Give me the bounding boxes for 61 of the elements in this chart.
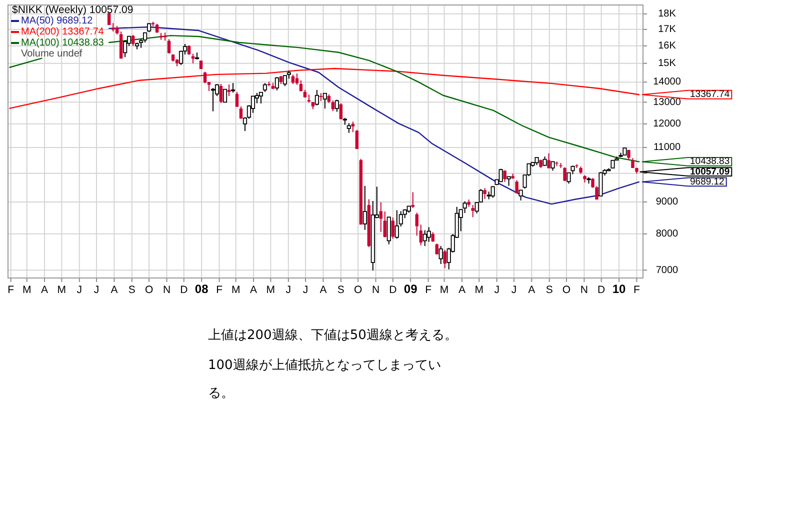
x-tick-label: J (302, 284, 308, 296)
annotation: 9689.12 (690, 176, 724, 188)
x-tick-label: J (511, 284, 517, 296)
x-tick-label: M (22, 284, 32, 296)
y-tick-label: 15K (658, 58, 676, 69)
text: 100週線が上値抵抗となってしまっている。 (208, 357, 442, 403)
y-tick-label: 14000 (653, 76, 682, 88)
x-tick-label: S (337, 284, 344, 296)
y-tick-label: 9000 (656, 196, 679, 208)
x-tick-label: F (216, 284, 222, 296)
x-tick-label: A (250, 284, 258, 296)
x-tick-label: A (41, 284, 48, 296)
annotation: 10057.09 (690, 166, 730, 178)
x-tick-label: F (634, 284, 640, 296)
y-tick-label: 17K (658, 24, 676, 36)
x-tick-label: A (458, 284, 466, 296)
x-tick-label: A (528, 284, 536, 296)
value-box: 10438.83 (642, 156, 732, 168)
legend-label: MA(200) 13367.74 (21, 26, 104, 38)
x-tick-label: S (546, 284, 553, 296)
x-tick-label: D (389, 284, 398, 296)
chart-title: $NIKK (Weekly) 10057.09 (12, 4, 134, 16)
x-tick-label: J (286, 284, 292, 296)
x-tick-label: 08 (194, 282, 209, 296)
y-tick-label: 8000 (656, 228, 679, 240)
x-tick-label: N (372, 284, 380, 296)
x-tick-label: M (266, 284, 276, 296)
x-tick-label: O (562, 284, 571, 296)
x-tick-label: S (128, 284, 136, 296)
x-tick-label: F (8, 284, 14, 296)
annotation: 10438.83 (690, 156, 730, 168)
x-tick-label: O (354, 284, 362, 296)
y-tick-label: 7000 (656, 264, 679, 276)
x-tick-label: J (76, 284, 82, 296)
value-box: 9689.12 (642, 176, 727, 188)
x-tick-label: J (494, 284, 500, 296)
x-tick-label: D (598, 284, 606, 296)
legend-label: MA(100) 10438.83 (21, 38, 104, 49)
annotation: 13367.74 (690, 89, 730, 100)
x-tick-label: D (180, 284, 188, 296)
x-tick-label: 10 (612, 282, 626, 296)
x-tick-label: 09 (404, 282, 418, 296)
x-tick-label: O (144, 284, 154, 296)
y-tick-label: 12000 (653, 118, 682, 130)
x-tick-label: F (425, 284, 432, 296)
value-box: 10057.09 (639, 166, 732, 178)
annotation: Volume undef (21, 48, 82, 60)
legend-label: MA(50) 9689.12 (21, 16, 94, 27)
x-tick-label: M (57, 284, 66, 296)
x-tick-label: N (580, 284, 588, 296)
text: 上値は200週線、下値は50週線と考える。 (208, 327, 458, 345)
x-tick-label: A (320, 284, 327, 296)
y-tick-label: 18K (658, 8, 676, 20)
x-tick-label: M (474, 284, 484, 296)
x-tick-label: M (231, 284, 240, 296)
y-tick-label: 11000 (653, 142, 681, 154)
x-tick-label: A (110, 284, 118, 296)
x-tick-label: J (94, 284, 100, 296)
x-tick-label: N (162, 284, 171, 296)
y-tick-label: 16K (658, 40, 676, 52)
x-tick-label: M (440, 284, 449, 296)
